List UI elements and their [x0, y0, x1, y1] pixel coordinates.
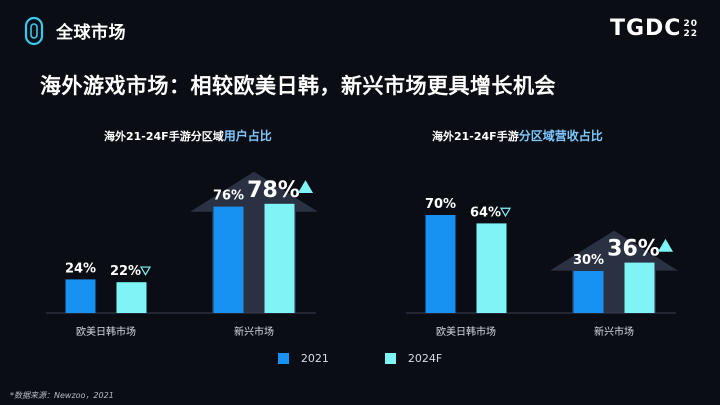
chart-legend: 2021 2024F: [0, 352, 720, 365]
brand-year-top: 20: [683, 19, 698, 29]
chart-title-prefix: 海外21-24F手游: [432, 130, 519, 143]
legend-item-2024f: 2024F: [384, 352, 443, 365]
revenue-share-chart: 70% 30% 64% 36% 欧美日韩市场 新兴市场: [406, 197, 678, 338]
data-label: 22%: [110, 264, 141, 279]
category-label: 欧美日韩市场: [76, 325, 136, 338]
brand-name: TGDC: [609, 16, 682, 41]
bar-2024f-0: [116, 282, 147, 313]
category-label: 新兴市场: [594, 325, 634, 338]
category-label: 欧美日韩市场: [436, 325, 496, 338]
bar-2021-1: [213, 206, 244, 313]
logo-icon: [24, 16, 44, 46]
section-title: 全球市场: [56, 23, 126, 43]
legend-label: 2021: [300, 352, 329, 365]
chart-title-highlight: 用户占比: [223, 129, 272, 143]
data-label: 36%: [607, 237, 660, 262]
trend-up-icon: [657, 238, 674, 252]
data-label: 64%: [470, 205, 501, 220]
chart-title-highlight: 分区域营收占比: [518, 129, 603, 143]
legend-swatch: [384, 353, 396, 364]
data-label: 24%: [65, 261, 96, 276]
page-headline: 海外游戏市场：相较欧美日韩，新兴市场更具增长机会: [40, 74, 556, 98]
bar-2021-1: [573, 271, 604, 313]
bar-2021-0: [425, 215, 456, 313]
trend-down-icon: [499, 207, 512, 218]
data-label: 78%: [247, 178, 300, 203]
chart-title-user-share: 海外21-24F手游分区域用户占比: [104, 127, 272, 144]
brand-logo: TGDC 20 22: [610, 16, 698, 41]
trend-down-icon: [139, 266, 152, 276]
brand-year: 20 22: [683, 19, 698, 39]
data-label: 30%: [573, 253, 604, 268]
chart-title-prefix: 海外21-24F手游分区域: [104, 130, 224, 143]
brand-year-bottom: 22: [683, 29, 698, 39]
bar-2024f-0: [476, 223, 507, 313]
bar-2021-0: [65, 279, 96, 313]
legend-label: 2024F: [407, 352, 443, 365]
data-label: 70%: [425, 197, 456, 212]
user-share-chart: 24% 76% 22% 78% 欧美日韩市场 新兴市场: [46, 171, 318, 338]
bar-2024f-1: [264, 203, 295, 313]
bar-2024f-1: [624, 262, 655, 313]
legend-swatch: [277, 353, 289, 364]
category-label: 新兴市场: [234, 325, 274, 338]
trend-up-icon: [297, 180, 314, 193]
legend-item-2021: 2021: [277, 352, 329, 365]
data-source-note: *数据来源：Newzoo，2021: [10, 391, 114, 400]
chart-title-revenue-share: 海外21-24F手游分区域营收占比: [432, 127, 603, 144]
data-label: 76%: [213, 189, 244, 204]
